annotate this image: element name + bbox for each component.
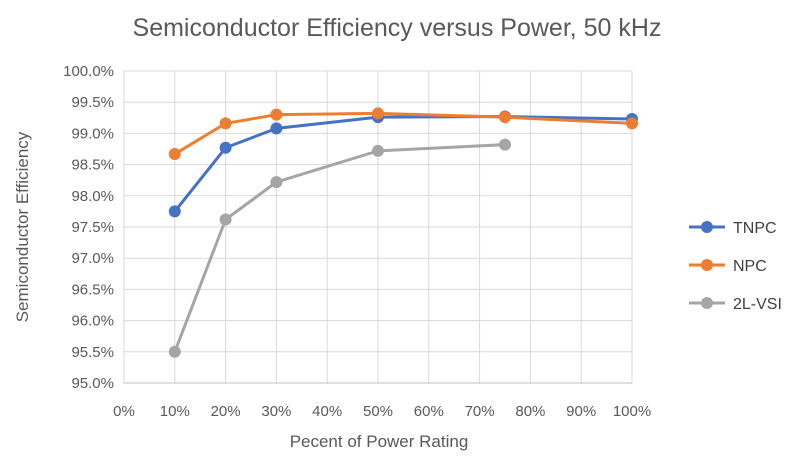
legend-item-2l-vsi: 2L-VSI <box>689 296 782 313</box>
y-tick-label: 96.5% <box>71 281 114 298</box>
data-point-npc <box>219 117 232 130</box>
x-tick-label: 60% <box>414 403 444 420</box>
data-point-2l-vsi <box>219 213 232 226</box>
x-tick-label: 50% <box>363 403 393 420</box>
series-tnpc <box>168 110 638 218</box>
data-point-tnpc <box>219 141 232 154</box>
y-tick-label: 95.0% <box>71 375 114 392</box>
x-tick-label: 90% <box>566 403 596 420</box>
legend-label: 2L-VSI <box>733 296 782 313</box>
series-npc <box>168 107 638 160</box>
y-tick-label: 99.0% <box>71 125 114 142</box>
chart-title: Semiconductor Efficiency versus Power, 5… <box>133 14 662 42</box>
y-tick-label: 97.0% <box>71 250 114 267</box>
data-point-2l-vsi <box>168 345 181 358</box>
y-axis-title: Semiconductor Efficiency <box>13 131 32 322</box>
y-tick-label: 98.0% <box>71 188 114 205</box>
series-2l-vsi <box>168 138 511 358</box>
data-point-2l-vsi <box>499 138 511 151</box>
y-tick-label: 97.5% <box>71 219 114 236</box>
legend-label: NPC <box>733 258 767 275</box>
gridlines <box>123 70 633 384</box>
y-tick-label: 100.0% <box>63 63 114 80</box>
data-point-tnpc <box>270 122 283 135</box>
y-tick-label: 98.5% <box>71 157 114 174</box>
legend-item-tnpc: TNPC <box>689 220 777 237</box>
x-axis-ticks: 0% 10% 20% 30% 40% 50% 60% 70% 80% 90% 100% <box>113 403 651 420</box>
x-tick-label: 30% <box>261 403 291 420</box>
x-tick-label: 100% <box>613 403 651 420</box>
legend-swatch-marker <box>701 221 713 233</box>
y-tick-label: 95.5% <box>71 344 114 361</box>
y-tick-label: 99.5% <box>71 94 114 111</box>
legend-swatch-marker <box>701 297 713 309</box>
legend-swatch-marker <box>701 259 713 271</box>
series-line-npc <box>174 111 633 156</box>
x-tick-label: 10% <box>160 403 190 420</box>
legend: TNPC NPC 2L-VSI <box>689 220 782 313</box>
x-axis-title: Pecent of Power Rating <box>290 432 469 451</box>
x-tick-label: 20% <box>211 403 241 420</box>
series <box>168 107 638 358</box>
data-point-npc <box>270 108 283 121</box>
data-point-2l-vsi <box>372 144 384 157</box>
x-tick-label: 0% <box>113 403 135 420</box>
y-tick-label: 96.0% <box>71 313 114 330</box>
legend-label: TNPC <box>733 220 777 237</box>
x-tick-label: 40% <box>312 403 342 420</box>
data-point-tnpc <box>168 205 181 218</box>
data-point-npc <box>626 117 638 130</box>
data-point-2l-vsi <box>270 176 283 189</box>
legend-item-npc: NPC <box>689 258 767 275</box>
data-point-npc <box>499 111 511 124</box>
y-axis-ticks: 95.0% 95.5% 96.0% 96.5% 97.0% 97.5% 98.0% 98.5%… <box>63 63 114 392</box>
data-point-npc <box>372 107 384 120</box>
data-point-npc <box>168 147 181 160</box>
x-tick-label: 70% <box>465 403 495 420</box>
series-line-tnpc <box>173 115 633 213</box>
x-tick-label: 80% <box>515 403 545 420</box>
